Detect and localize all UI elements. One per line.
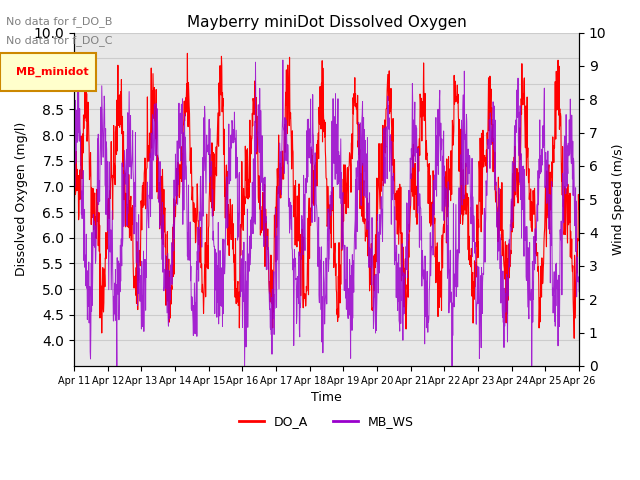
Title: Mayberry miniDot Dissolved Oxygen: Mayberry miniDot Dissolved Oxygen bbox=[187, 15, 467, 30]
Text: MB_minidot: MB_minidot bbox=[16, 66, 88, 77]
X-axis label: Time: Time bbox=[311, 391, 342, 404]
Legend: DO_A, MB_WS: DO_A, MB_WS bbox=[234, 410, 419, 433]
Y-axis label: Wind Speed (m/s): Wind Speed (m/s) bbox=[612, 144, 625, 255]
Y-axis label: Dissolved Oxygen (mg/l): Dissolved Oxygen (mg/l) bbox=[15, 122, 28, 276]
Text: No data for f_DO_C: No data for f_DO_C bbox=[6, 35, 113, 46]
Text: No data for f_DO_B: No data for f_DO_B bbox=[6, 16, 113, 27]
